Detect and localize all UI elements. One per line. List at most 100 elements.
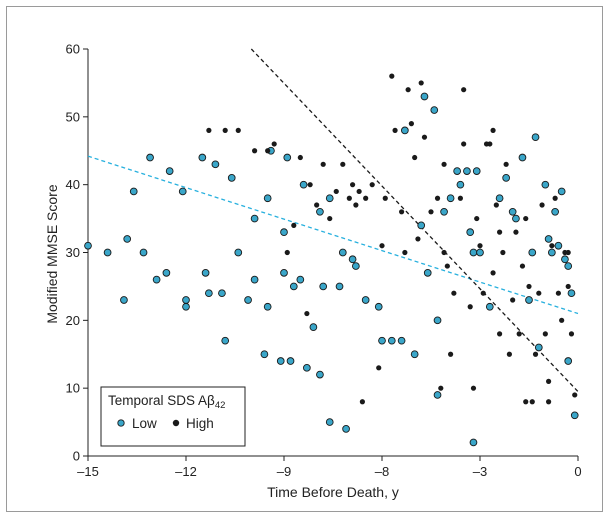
point-low [466,228,475,237]
point-low [129,187,138,196]
point-high [510,297,516,303]
point-high [421,134,428,140]
legend-title-subscript: 42 [215,400,226,411]
point-low [567,289,576,298]
point-high [503,161,509,167]
point-low [476,248,484,257]
point-high [206,127,212,133]
point-high [418,80,424,86]
point-low [123,235,132,243]
point-high [457,195,463,201]
y-tick-label: 10 [66,381,80,396]
point-high [252,148,258,154]
point-low [263,194,272,203]
point-high [297,154,303,161]
point-low [335,282,344,291]
point-low [276,357,285,365]
point-low [446,194,455,203]
point-high [539,202,545,208]
point-high [412,154,418,161]
point-high [441,249,447,256]
point-low [348,255,357,264]
axes: 0 10 20 30 40 50 60 –15 –12 –9 –8 –3 0 [66,42,582,480]
point-low [551,207,559,216]
point-high [369,182,375,188]
point-low [534,343,543,352]
point-high [415,236,421,242]
point-low [205,289,213,298]
legend-marker-high [172,419,180,427]
point-low [570,411,579,420]
point-low [485,302,494,311]
point-low [463,167,471,175]
point-high [555,290,562,296]
point-low [469,438,478,447]
point-high [536,290,542,296]
point-high [565,249,571,256]
point-low [564,357,573,365]
point-high [333,188,339,195]
point-low [303,363,311,372]
x-axis-title: Time Before Death, y [267,484,399,500]
point-low [508,207,517,216]
point-high [480,290,486,296]
point-high [356,188,362,195]
point-high [304,310,310,317]
legend-box [100,386,246,447]
point-high [461,141,467,147]
point-low [244,296,252,304]
y-tick-label: 30 [66,245,80,260]
point-low [325,418,334,426]
point-low [103,248,112,257]
x-tick-label: –9 [277,464,291,479]
point-low [319,282,328,291]
point-low [561,255,569,264]
point-low [299,180,308,189]
point-low [528,248,537,257]
point-high [474,215,480,222]
point-low [260,350,269,359]
point-low [250,214,259,223]
point-low [531,133,540,142]
trend-lines [87,48,579,393]
point-low [139,248,148,257]
point-low [211,160,220,169]
point-high [389,73,395,79]
point-high [513,229,519,235]
x-tick-label: –8 [375,464,389,479]
point-low [557,187,566,196]
point-low [162,269,171,277]
point-high [441,161,447,167]
point-high [291,222,297,228]
point-high [402,249,408,256]
point-low [433,391,442,399]
point-high [470,385,477,391]
point-low [84,241,92,250]
y-axis-title: Modified MMSE Score [44,184,60,323]
legend-marker-low [117,419,125,427]
point-low [361,296,370,304]
point-high [546,378,552,384]
point-high [376,365,382,371]
point-low [456,180,465,189]
point-low [234,248,243,257]
point-low [495,194,504,203]
point-high [493,202,499,208]
point-low [453,167,461,175]
point-high [565,283,571,290]
point-low [178,187,187,196]
legend-title-main: Temporal SDS Aβ [108,393,215,408]
x-tick-label: 0 [574,464,581,479]
point-low [420,92,429,101]
point-low [440,207,448,216]
point-high [235,127,241,133]
point-high [532,351,539,357]
point-high [434,195,441,201]
point-high [467,304,473,310]
point-low [325,194,334,203]
point-low [146,153,154,162]
legend-label-low: Low [132,416,157,431]
point-high [523,399,529,405]
point-high [487,141,493,147]
